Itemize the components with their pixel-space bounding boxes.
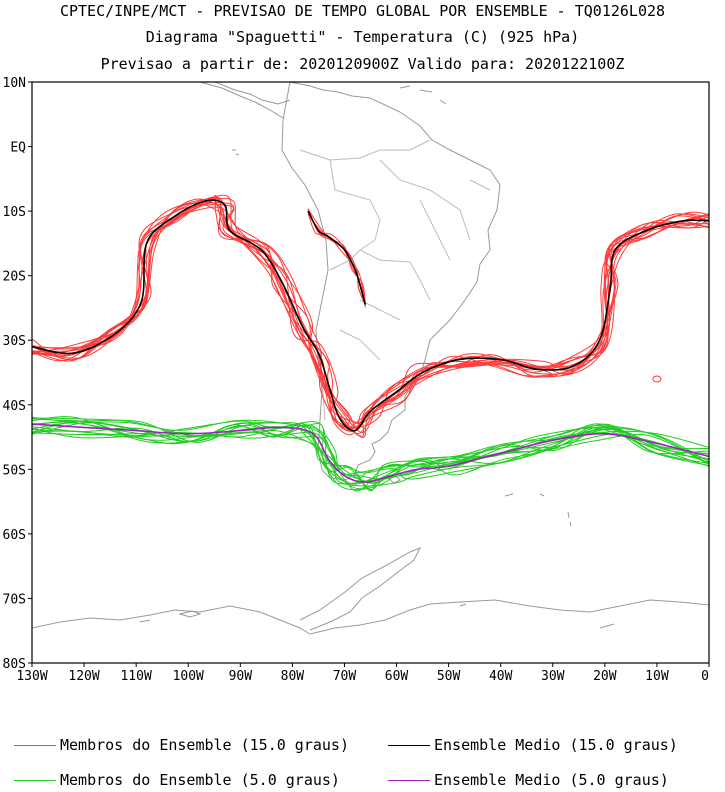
lon-label: 70W [333, 669, 357, 684]
sandwich-islands [567, 511, 572, 527]
lon-label: 100W [173, 669, 204, 684]
lat-label: EQ [10, 141, 26, 156]
legend-member-15-swatch [14, 745, 56, 746]
coastlines [32, 82, 709, 635]
lat-label: 60S [3, 528, 26, 543]
header-title-line1: CPTEC/INPE/MCT - PREVISAO DE TEMPO GLOBA… [59, 2, 666, 20]
lat-label: 10N [3, 76, 26, 91]
ensemble-mean-15-line [32, 199, 709, 432]
ensemble-member-15-line [32, 197, 709, 431]
lat-label: 40S [3, 399, 26, 414]
legend-member-5: Membros do Ensemble (5.0 graus) [14, 771, 340, 789]
ensemble-mean-15-andes-line [307, 210, 367, 305]
lat-label: 50S [3, 463, 26, 478]
lon-label: 20W [593, 669, 617, 684]
legend-mean-15: Ensemble Medio (15.0 graus) [388, 736, 678, 754]
lon-label: 130W [16, 669, 47, 684]
ensemble-member-15-line [32, 196, 709, 432]
isolated-15-contour [652, 375, 662, 383]
south-georgia [504, 493, 545, 497]
legend-mean-15-swatch [388, 745, 430, 746]
lon-label: 0 [701, 669, 709, 684]
lat-label: 70S [3, 592, 26, 607]
legend-member-5-label: Membros do Ensemble (5.0 graus) [60, 771, 340, 789]
ensemble-member-15-andes-line [307, 208, 366, 302]
central-america-coast [199, 82, 284, 119]
lon-label: 30W [541, 669, 565, 684]
ensemble-member-15-andes-line [307, 214, 366, 305]
legend-mean-5-label: Ensemble Medio (5.0 graus) [434, 771, 669, 789]
legend-mean-5-swatch [388, 780, 430, 781]
ensemble-member-5-line [32, 421, 709, 485]
lon-label: 80W [281, 669, 305, 684]
map-plot-area [32, 82, 709, 635]
antarctica-coast [32, 599, 709, 635]
south-america-coast [281, 82, 501, 481]
ensemble-member-5-line [32, 426, 709, 480]
lon-label: 90W [229, 669, 253, 684]
ensemble-member-15-line [32, 202, 709, 425]
lon-label: 120W [68, 669, 99, 684]
legend-member-5-swatch [14, 780, 56, 781]
lat-label: 20S [3, 270, 26, 285]
ensemble-member-15-line [32, 204, 709, 437]
ensemble-member-5-line [32, 424, 709, 484]
lat-label: 10S [3, 205, 26, 220]
legend-member-15: Membros do Ensemble (15.0 graus) [14, 736, 349, 754]
header-title-line3: Previsao a partir de: 2020120900Z Valido… [100, 55, 625, 73]
map-frame [31, 81, 710, 664]
legend-mean-5: Ensemble Medio (5.0 graus) [388, 771, 669, 789]
lat-label: 30S [3, 334, 26, 349]
lon-label: 50W [437, 669, 461, 684]
ensemble-member-15-andes-line [307, 208, 366, 308]
antarctic-peninsula [299, 547, 422, 631]
lon-label: 40W [489, 669, 513, 684]
antarctic-islands [139, 603, 615, 629]
legend-member-15-label: Membros do Ensemble (15.0 graus) [60, 736, 349, 754]
lat-label: 80S [3, 657, 26, 672]
legend-mean-15-label: Ensemble Medio (15.0 graus) [434, 736, 678, 754]
header-title-line2: Diagrama "Spaguetti" - Temperatura (C) (… [145, 28, 580, 46]
lon-label: 110W [120, 669, 151, 684]
members-5-group [32, 416, 709, 492]
caribbean-islands [399, 85, 447, 105]
galapagos [232, 149, 240, 156]
country-borders [299, 139, 491, 421]
central-america-coast-2 [214, 82, 291, 105]
ensemble-mean-5-line [32, 423, 709, 484]
ensemble-member-5-line [32, 422, 709, 487]
lon-label: 60W [385, 669, 409, 684]
lon-label: 10W [645, 669, 669, 684]
